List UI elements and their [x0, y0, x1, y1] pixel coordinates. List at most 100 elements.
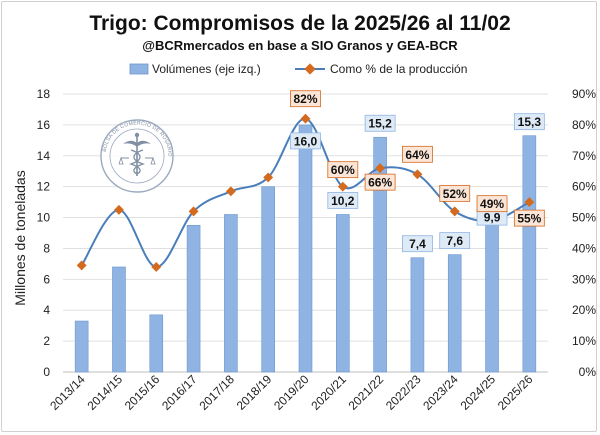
line-series: [76, 113, 535, 272]
bar: [298, 124, 313, 373]
line-marker: [524, 197, 535, 208]
y-tick-label-left: 4: [43, 303, 50, 317]
line-marker: [151, 262, 162, 272]
bar: [112, 266, 126, 373]
bar-value-label-box: [439, 232, 471, 250]
bar: [261, 186, 275, 373]
x-axis: 2013/142014/152015/162016/172017/182018/…: [47, 372, 535, 413]
y-tick-label-left: 8: [43, 241, 50, 255]
y-tick-label-right: 0%: [579, 365, 597, 379]
bar: [522, 135, 537, 373]
y-axis-left: 0 2 4 6 8 10 12 14 16 18: [37, 87, 51, 379]
percent-value-label-box: [439, 184, 471, 202]
x-tick-label: 2019/20: [271, 372, 312, 413]
line-marker: [412, 169, 423, 180]
y-axis-title: Millones de toneladas: [12, 170, 28, 305]
bar-value-label: 7,6: [446, 234, 463, 248]
percent-value-label: 55%: [517, 212, 541, 226]
legend-label-line: Como % de la producción: [330, 62, 467, 76]
line-marker: [300, 113, 311, 124]
line-marker: [76, 260, 87, 271]
x-tick-label: 2014/15: [85, 372, 126, 413]
line-marker: [375, 163, 386, 174]
bar-series: [74, 124, 537, 373]
bar-value-label: 15,3: [518, 115, 542, 129]
x-tick-label: 2024/25: [458, 372, 499, 413]
bar-value-label-box: [364, 114, 396, 132]
bar: [336, 214, 350, 373]
line-marker: [263, 172, 274, 183]
legend-swatch-bars: [129, 63, 149, 75]
percent-value-label-box: [327, 161, 359, 179]
bar-value-label-box: [290, 132, 321, 150]
x-tick-label: 2025/26: [495, 372, 536, 413]
y-axis-right: 0% 10% 20% 30% 40% 50% 60% 70% 80% 90%: [572, 87, 596, 379]
bar: [410, 257, 425, 373]
y-tick-label-right: 50%: [572, 211, 596, 225]
percent-value-label: 82%: [293, 92, 317, 106]
x-tick-label: 2018/19: [234, 372, 275, 413]
legend: Volúmenes (eje izq.) Como % de la produc…: [129, 62, 467, 76]
bar-value-label: 7,4: [409, 237, 426, 251]
x-tick-label: 2013/14: [47, 372, 88, 413]
bar-value-label-box: [402, 235, 433, 253]
x-tick-label: 2016/17: [159, 372, 200, 413]
percent-value-label: 64%: [405, 148, 429, 162]
y-tick-label-right: 70%: [572, 149, 596, 163]
y-tick-label-left: 14: [37, 149, 51, 163]
legend-label-bars: Volúmenes (eje izq.): [152, 62, 261, 76]
percent-value-label-box: [402, 145, 433, 163]
x-tick-label: 2021/22: [346, 372, 387, 413]
y-tick-label-left: 6: [43, 272, 50, 286]
bar-value-label-box: [513, 113, 545, 131]
bar: [373, 136, 387, 373]
line-marker: [225, 186, 236, 197]
line-marker: [114, 204, 124, 215]
bar-value-label: 16,0: [294, 134, 318, 148]
bar: [224, 214, 238, 373]
bolsa-de-comercio-de-rosario-seal: BOLSA DE COMERCIO DE ROSARIO: [100, 119, 174, 193]
bar: [186, 224, 201, 373]
line-marker: [449, 206, 460, 217]
chart-subtitle: @BCRmercados en base a SIO Granos y GEA-…: [142, 38, 458, 53]
percent-value-label-box: [364, 173, 396, 191]
percent-value-label-box: [513, 209, 545, 227]
y-tick-label-left: 12: [37, 180, 51, 194]
y-tick-label-right: 40%: [572, 241, 596, 255]
y-tick-label-left: 16: [37, 118, 51, 132]
data-labels: 16,0 10,2 15,2 7,4 7,6 9,9 15,3 82% 60% 66% 64% 52%…: [290, 90, 545, 253]
y-tick-label-left: 2: [43, 334, 50, 348]
y-tick-label-right: 60%: [572, 180, 596, 194]
x-tick-label: 2015/16: [122, 372, 163, 413]
x-tick-label: 2020/21: [308, 372, 349, 413]
y-tick-label-right: 20%: [572, 303, 596, 317]
percent-value-label: 52%: [443, 187, 467, 201]
line-marker: [337, 181, 348, 192]
chart-title: Trigo: Compromisos de la 2025/26 al 11/0…: [89, 12, 510, 35]
bar-value-label-box: [327, 192, 359, 209]
percent-value-label: 66%: [368, 176, 392, 190]
bar-value-label: 15,2: [368, 117, 392, 131]
y-tick-label-left: 18: [37, 87, 51, 101]
y-tick-label-right: 90%: [572, 87, 596, 101]
percent-value-label-box: [476, 195, 508, 213]
x-tick-label: 2017/18: [196, 372, 237, 413]
bar: [447, 254, 462, 373]
bar: [149, 314, 164, 373]
line-marker: [188, 206, 199, 217]
percent-value-label: 60%: [331, 163, 355, 177]
x-tick-label: 2022/23: [383, 372, 424, 413]
bar: [74, 320, 89, 373]
bar-value-label: 9,9: [484, 211, 501, 225]
y-tick-label-right: 10%: [572, 334, 596, 348]
y-tick-label-right: 80%: [572, 118, 596, 132]
x-tick-label: 2023/24: [420, 372, 461, 413]
bar: [485, 218, 499, 373]
bar-value-label: 10,2: [331, 194, 355, 208]
y-tick-label-right: 30%: [572, 272, 596, 286]
y-tick-label-left: 10: [37, 211, 51, 225]
percent-value-label: 49%: [480, 197, 504, 211]
percent-value-label-box: [290, 90, 321, 108]
